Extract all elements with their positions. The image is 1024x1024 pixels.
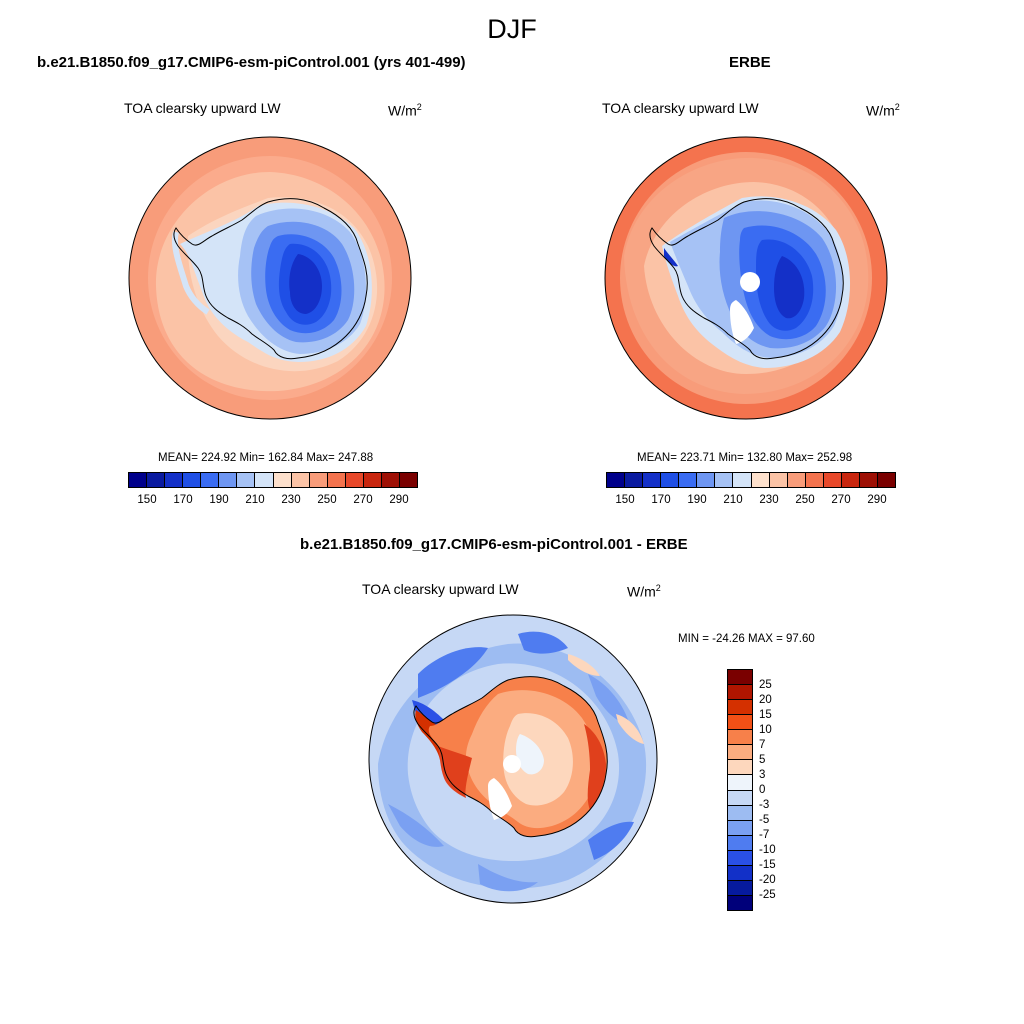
panel-1-units: W/m2 bbox=[388, 102, 422, 119]
panel-2-colorbar bbox=[606, 472, 896, 488]
panel-1-colorbar-swatch bbox=[309, 473, 328, 487]
panel-1-colorbar-swatch bbox=[291, 473, 310, 487]
panel-2-colorbar-swatch bbox=[679, 473, 698, 487]
colorbar-tick-label: -25 bbox=[759, 889, 776, 901]
panel-2-colorbar-swatch bbox=[877, 473, 895, 487]
colorbar-tick-label: 290 bbox=[867, 494, 887, 506]
panel-3-units: W/m2 bbox=[627, 583, 661, 600]
panel-1-title: b.e21.B1850.f09_g17.CMIP6-esm-piControl.… bbox=[37, 54, 466, 71]
panel-3-colorbar-swatch bbox=[728, 805, 752, 821]
panel-1-stats: MEAN= 224.92 Min= 162.84 Max= 247.88 bbox=[158, 452, 374, 464]
panel-3-map bbox=[368, 614, 658, 904]
colorbar-tick-label: -7 bbox=[759, 829, 770, 841]
colorbar-tick-label: 230 bbox=[759, 494, 779, 506]
colorbar-tick-label: 5 bbox=[759, 754, 766, 766]
panel-1-colorbar-swatch bbox=[363, 473, 382, 487]
panel-2-colorbar-swatch bbox=[643, 473, 662, 487]
colorbar-tick-label: 150 bbox=[137, 494, 157, 506]
panel-3-colorbar-swatch bbox=[728, 745, 752, 761]
panel-2-title: ERBE bbox=[729, 54, 771, 71]
panel-1-colorbar-swatch bbox=[165, 473, 184, 487]
colorbar-tick-label: 270 bbox=[353, 494, 373, 506]
colorbar-tick-label: -10 bbox=[759, 844, 776, 856]
panel-3-colorbar-swatch bbox=[728, 760, 752, 776]
panel-3-colorbar-swatch bbox=[728, 790, 752, 806]
colorbar-tick-label: 290 bbox=[389, 494, 409, 506]
panel-3-title: b.e21.B1850.f09_g17.CMIP6-esm-piControl.… bbox=[300, 536, 688, 553]
panel-1-colorbar-swatch bbox=[219, 473, 238, 487]
panel-1-variable: TOA clearsky upward LW bbox=[124, 100, 281, 116]
colorbar-tick-label: 230 bbox=[281, 494, 301, 506]
colorbar-tick-label: 170 bbox=[651, 494, 671, 506]
panel-1-colorbar-swatch bbox=[129, 473, 148, 487]
panel-1-colorbar-swatch bbox=[255, 473, 274, 487]
panel-1-colorbar-swatch bbox=[327, 473, 346, 487]
colorbar-tick-label: 20 bbox=[759, 694, 772, 706]
panel-3-colorbar-swatch bbox=[728, 775, 752, 791]
panel-1-colorbar-swatch bbox=[147, 473, 166, 487]
colorbar-tick-label: -20 bbox=[759, 874, 776, 886]
colorbar-tick-label: 190 bbox=[209, 494, 229, 506]
colorbar-tick-label: 210 bbox=[723, 494, 743, 506]
panel-2-colorbar-swatch bbox=[733, 473, 752, 487]
panel-1-colorbar-swatch bbox=[273, 473, 292, 487]
colorbar-tick-label: 3 bbox=[759, 769, 766, 781]
panel-2-colorbar-swatch bbox=[697, 473, 716, 487]
colorbar-tick-label: 190 bbox=[687, 494, 707, 506]
colorbar-tick-label: 7 bbox=[759, 739, 766, 751]
figure-title: DJF bbox=[487, 14, 537, 44]
panel-3-colorbar-swatch bbox=[728, 820, 752, 836]
panel-1-colorbar bbox=[128, 472, 418, 488]
panel-2-colorbar-swatch bbox=[805, 473, 824, 487]
colorbar-tick-label: 250 bbox=[317, 494, 337, 506]
panel-2-colorbar-swatch bbox=[607, 473, 626, 487]
panel-2-colorbar-swatch bbox=[769, 473, 788, 487]
colorbar-tick-label: 0 bbox=[759, 784, 766, 796]
colorbar-tick-label: 15 bbox=[759, 709, 772, 721]
colorbar-tick-label: 25 bbox=[759, 679, 772, 691]
panel-3-colorbar-swatch bbox=[728, 850, 752, 866]
panel-2-map bbox=[604, 136, 888, 420]
colorbar-tick-label: 270 bbox=[831, 494, 851, 506]
panel-3-variable: TOA clearsky upward LW bbox=[362, 581, 519, 597]
panel-1-colorbar-swatch bbox=[237, 473, 256, 487]
colorbar-tick-label: -15 bbox=[759, 859, 776, 871]
panel-2-units: W/m2 bbox=[866, 102, 900, 119]
colorbar-tick-label: 210 bbox=[245, 494, 265, 506]
panel-2-colorbar-swatch bbox=[859, 473, 878, 487]
panel-2-colorbar-swatch bbox=[841, 473, 860, 487]
panel-2-colorbar-swatch bbox=[715, 473, 734, 487]
panel-2-colorbar-swatch bbox=[823, 473, 842, 487]
panel-1-colorbar-swatch bbox=[183, 473, 202, 487]
panel-3-colorbar bbox=[727, 669, 753, 911]
panel-1-colorbar-swatch bbox=[201, 473, 220, 487]
panel-3-stats: MIN = -24.26 MAX = 97.60 bbox=[678, 633, 815, 645]
panel-3-colorbar-swatch bbox=[728, 880, 752, 896]
panel-3-colorbar-swatch bbox=[728, 835, 752, 851]
panel-2-colorbar-swatch bbox=[787, 473, 806, 487]
panel-3-colorbar-swatch bbox=[728, 700, 752, 716]
colorbar-tick-label: 170 bbox=[173, 494, 193, 506]
panel-1-colorbar-swatch bbox=[345, 473, 364, 487]
panel-3-colorbar-swatch bbox=[728, 865, 752, 881]
panel-2-colorbar-swatch bbox=[751, 473, 770, 487]
panel-3-colorbar-swatch bbox=[728, 730, 752, 746]
panel-3-colorbar-swatch bbox=[728, 685, 752, 701]
panel-1-colorbar-swatch bbox=[381, 473, 400, 487]
panel-2-colorbar-swatch bbox=[625, 473, 644, 487]
panel-1-map bbox=[128, 136, 412, 420]
colorbar-tick-label: -3 bbox=[759, 799, 770, 811]
panel-3-colorbar-swatch bbox=[728, 670, 752, 686]
panel-3-colorbar-swatch bbox=[728, 895, 752, 910]
panel-1-colorbar-swatch bbox=[399, 473, 417, 487]
colorbar-tick-label: 10 bbox=[759, 724, 772, 736]
colorbar-tick-label: -5 bbox=[759, 814, 770, 826]
colorbar-tick-label: 150 bbox=[615, 494, 635, 506]
colorbar-tick-label: 250 bbox=[795, 494, 815, 506]
panel-2-colorbar-swatch bbox=[661, 473, 680, 487]
panel-3-colorbar-swatch bbox=[728, 715, 752, 731]
panel-2-variable: TOA clearsky upward LW bbox=[602, 100, 759, 116]
panel-2-stats: MEAN= 223.71 Min= 132.80 Max= 252.98 bbox=[637, 452, 853, 464]
